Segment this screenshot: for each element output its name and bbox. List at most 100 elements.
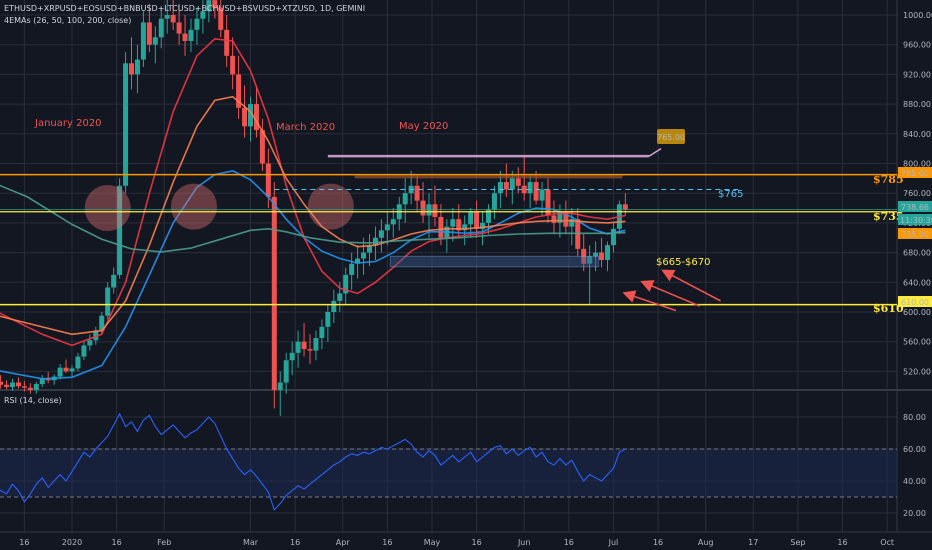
ema-26-line — [0, 170, 626, 380]
candle-body — [152, 37, 158, 45]
candle-body — [384, 224, 390, 231]
candle-body — [367, 245, 372, 253]
rsi-tick-label: 60.00 — [903, 445, 926, 454]
price-tick-label: 520.00 — [903, 367, 931, 376]
highlight-circle — [170, 183, 217, 230]
candle-body — [271, 196, 277, 390]
candle-body — [146, 22, 152, 45]
candle-body — [432, 204, 438, 217]
candle-body — [605, 245, 610, 261]
price-tags: 785.00 738.66 11:30:39 735.00 610.00 — [898, 167, 932, 307]
price-tick-label: 800.00 — [903, 160, 931, 169]
price-tick-label: 960.00 — [903, 41, 931, 50]
annotation-march: March 2020 — [276, 122, 335, 133]
time-tick-label: 2020 — [62, 538, 82, 547]
candle-body — [349, 263, 355, 275]
candle-body — [503, 182, 509, 190]
candle-body — [533, 182, 539, 201]
time-tick-label: Oct — [880, 538, 894, 547]
rsi-tick-label: 20.00 — [903, 509, 926, 518]
overlay-layer — [0, 148, 897, 312]
candle-body — [123, 63, 129, 186]
price-tick-label: 880.00 — [903, 100, 931, 109]
annotation-may: May 2020 — [399, 121, 448, 132]
candle-body — [129, 63, 134, 75]
candle-body — [236, 74, 242, 108]
candle-body — [468, 211, 474, 225]
candle-body — [587, 256, 593, 264]
candle-body — [509, 178, 515, 190]
candle-body — [277, 382, 283, 390]
candle-body — [295, 341, 301, 353]
candle-body — [111, 274, 117, 288]
time-tick-label: 17 — [748, 538, 758, 547]
candle-body — [593, 252, 599, 257]
candle-body — [474, 211, 480, 229]
candle-body — [337, 293, 343, 301]
candle-body — [319, 326, 325, 338]
candle-body — [4, 384, 10, 387]
price-tick-label: 760.00 — [903, 189, 931, 198]
price-tick-label: 680.00 — [903, 249, 931, 258]
candle-body — [557, 211, 563, 223]
price-tag-last — [898, 201, 932, 212]
candle-body — [164, 15, 170, 19]
candle-body — [402, 193, 408, 205]
candle-body — [69, 368, 75, 372]
candle-body — [170, 15, 176, 23]
candle-body — [497, 182, 503, 194]
candle-body — [378, 230, 384, 238]
price-tag-785-text: 785.00 — [901, 169, 929, 178]
candle-body — [539, 189, 545, 201]
price-tag-610-text: 610.00 — [901, 298, 929, 307]
highlight-circle — [307, 183, 354, 230]
candle-body — [188, 29, 194, 41]
candle-body — [87, 340, 93, 346]
price-tag-735 — [898, 228, 932, 239]
candle-body — [134, 59, 140, 75]
arrow-line — [661, 269, 721, 302]
candle-body — [15, 382, 21, 387]
candle-body — [491, 193, 497, 210]
candle-body — [372, 237, 378, 246]
time-tick-label: 16 — [112, 538, 122, 547]
candle-body — [414, 185, 420, 201]
rsi-label: RSI (14, close) — [4, 396, 62, 405]
candle-body — [99, 315, 105, 331]
candle-body — [253, 104, 259, 131]
ema-50-line — [0, 37, 626, 347]
price-tag-785 — [898, 167, 932, 178]
candle-body — [325, 312, 331, 327]
candle-body — [545, 189, 551, 216]
candle-body — [57, 367, 63, 377]
rsi-line — [0, 412, 626, 511]
time-tick-label: 16 — [472, 538, 482, 547]
candle-body — [224, 29, 230, 56]
candle-body — [140, 22, 146, 60]
candle-body — [194, 18, 200, 30]
ema-200-line — [0, 184, 626, 253]
candle-body — [307, 349, 313, 351]
price-tag-time — [898, 214, 932, 225]
candle-body — [200, 11, 206, 19]
time-tick-label: 16 — [382, 538, 392, 547]
candle-body — [242, 107, 248, 127]
candle-body — [599, 252, 605, 261]
rsi-tick-label: 40.00 — [903, 477, 926, 486]
candle-body — [93, 330, 99, 341]
price-tick-label: 840.00 — [903, 130, 931, 139]
level-610-label: $610 — [873, 302, 904, 315]
candle-body — [438, 216, 444, 238]
level-735-label: $735 — [873, 210, 904, 223]
note-box-text: 765.00 — [657, 133, 685, 142]
candle-body — [176, 22, 182, 34]
time-tick-label: 16 — [837, 538, 847, 547]
candle-body — [521, 185, 527, 194]
price-tag-610 — [898, 296, 932, 307]
arrow-line — [622, 290, 677, 312]
price-tag-last-text: 738.66 — [901, 203, 929, 212]
candle-body — [622, 204, 628, 210]
price-tick-label: 1000.00 — [903, 11, 932, 20]
price-tag-time-text: 11:30:39 — [900, 216, 932, 225]
time-tick-label: May — [424, 538, 441, 547]
